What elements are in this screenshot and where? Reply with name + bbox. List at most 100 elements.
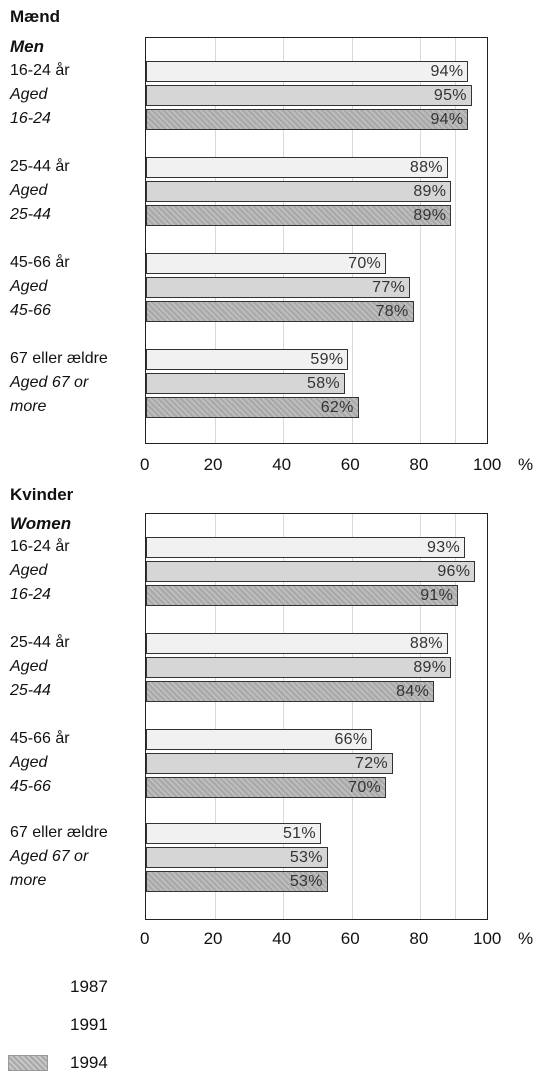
gridline (214, 514, 216, 919)
category-label: 25-44 år Aged 25-44 (10, 631, 70, 703)
category-label-line: 25-44 (10, 682, 51, 699)
category-label-line: Aged (10, 658, 48, 675)
bar-1987: 93% (146, 537, 465, 558)
category-label-line: 45-66 år (10, 730, 70, 747)
gridline (283, 514, 285, 919)
x-tick-label: 60 (340, 929, 360, 948)
category-label-line: Aged 67 or (10, 848, 89, 865)
data-label: 70% (348, 255, 382, 272)
data-label: 84% (396, 683, 430, 700)
x-tick-label: 20 (203, 929, 223, 948)
bar-1987: 51% (146, 823, 321, 844)
data-label: 53% (289, 873, 323, 890)
gridline (454, 514, 456, 919)
data-label: 88% (409, 635, 443, 652)
x-tick-label: 0 (140, 455, 150, 474)
bar-1994: 70% (146, 777, 387, 798)
category-label-line: Aged 67 or (10, 374, 89, 391)
category-label-line: 67 eller ældre (10, 824, 108, 841)
category-label: 16-24 år Aged 16-24 (10, 535, 70, 607)
category-label-line: 25-44 (10, 206, 51, 223)
category-label-line: 16-24 (10, 586, 51, 603)
x-tick-label: 40 (272, 455, 292, 474)
data-label: 95% (433, 87, 467, 104)
bar-1991: 72% (146, 753, 393, 774)
chart-title: Kvinder (10, 485, 74, 504)
category-label-line: more (10, 872, 47, 889)
chart-title: Mænd (10, 7, 61, 26)
category-label-line: Aged (10, 86, 48, 103)
data-label: 94% (430, 63, 464, 80)
bar-1987: 70% (146, 253, 387, 274)
x-tick-label: 20 (203, 455, 223, 474)
bar-1994: 62% (146, 397, 359, 418)
category-label: 25-44 år Aged 25-44 (10, 155, 70, 227)
category-label-line: 16-24 år (10, 538, 70, 555)
bar-1991: 77% (146, 277, 411, 298)
bar-1994: 94% (146, 109, 469, 130)
bar-1994: 89% (146, 205, 452, 226)
plot-area: 94% 95% 94% 88% 89% 89% 70% 77% 78% 59% 58% 62% (145, 37, 488, 444)
category-label-line: 45-66 (10, 302, 51, 319)
data-label: 72% (355, 755, 388, 772)
category-label-line: 25-44 år (10, 634, 70, 651)
category-label-line: 67 eller ældre (10, 350, 108, 367)
data-label: 62% (320, 399, 354, 416)
bar-1987: 88% (146, 157, 448, 178)
legend-label: 1991 (70, 1015, 108, 1034)
gridline (420, 514, 422, 919)
category-label: 67 eller ældre Aged 67 or more (10, 821, 108, 893)
data-label: 70% (348, 779, 382, 796)
bar-1987: 59% (146, 349, 349, 370)
category-label: 16-24 år Aged 16-24 (10, 59, 70, 131)
bar-1991: 96% (146, 561, 476, 582)
x-axis-unit: % (518, 455, 534, 474)
data-label: 58% (307, 375, 340, 392)
x-tick-label: 0 (140, 929, 150, 948)
category-label-line: Aged (10, 562, 48, 579)
gridline (283, 38, 285, 443)
chart-subtitle: Men (10, 37, 44, 56)
x-tick-label: 60 (340, 455, 360, 474)
data-label: 66% (334, 731, 368, 748)
category-label-line: Aged (10, 278, 48, 295)
data-label: 77% (372, 279, 406, 296)
chart-subtitle: Women (10, 514, 72, 533)
bar-1991: 89% (146, 657, 452, 678)
category-label: 45-66 år Aged 45-66 (10, 727, 70, 799)
data-label: 89% (413, 183, 447, 200)
bar-1994: 84% (146, 681, 435, 702)
bar-1994: 78% (146, 301, 414, 322)
bar-1987: 88% (146, 633, 448, 654)
bar-1991: 95% (146, 85, 472, 106)
bar-1991: 58% (146, 373, 345, 394)
data-label: 53% (289, 849, 323, 866)
data-label: 89% (413, 659, 447, 676)
x-tick-label: 80 (409, 929, 429, 948)
x-axis-unit: % (518, 929, 534, 948)
bar-1991: 89% (146, 181, 452, 202)
data-label: 59% (310, 351, 344, 368)
data-label: 94% (430, 111, 464, 128)
gridline (420, 38, 422, 443)
data-label: 78% (375, 303, 409, 320)
bar-1994: 53% (146, 871, 328, 892)
category-label-line: Aged (10, 182, 48, 199)
gridline (454, 38, 456, 443)
legend-label: 1987 (70, 977, 108, 996)
data-label: 88% (409, 159, 443, 176)
category-label: 67 eller ældre Aged 67 or more (10, 347, 108, 419)
category-label-line: more (10, 398, 47, 415)
bar-1994: 91% (146, 585, 459, 606)
bar-1987: 94% (146, 61, 469, 82)
category-label-line: 45-66 år (10, 254, 70, 271)
gridline (351, 38, 353, 443)
data-label: 51% (282, 825, 316, 842)
plot-area: 93% 96% 91% 88% 89% 84% 66% 72% 70% 51% 53% 53% (145, 513, 488, 920)
category-label-line: 45-66 (10, 778, 51, 795)
gridline (214, 38, 216, 443)
x-tick-label: 80 (409, 455, 429, 474)
gridline (351, 514, 353, 919)
bar-1987: 66% (146, 729, 373, 750)
bar-1991: 53% (146, 847, 328, 868)
